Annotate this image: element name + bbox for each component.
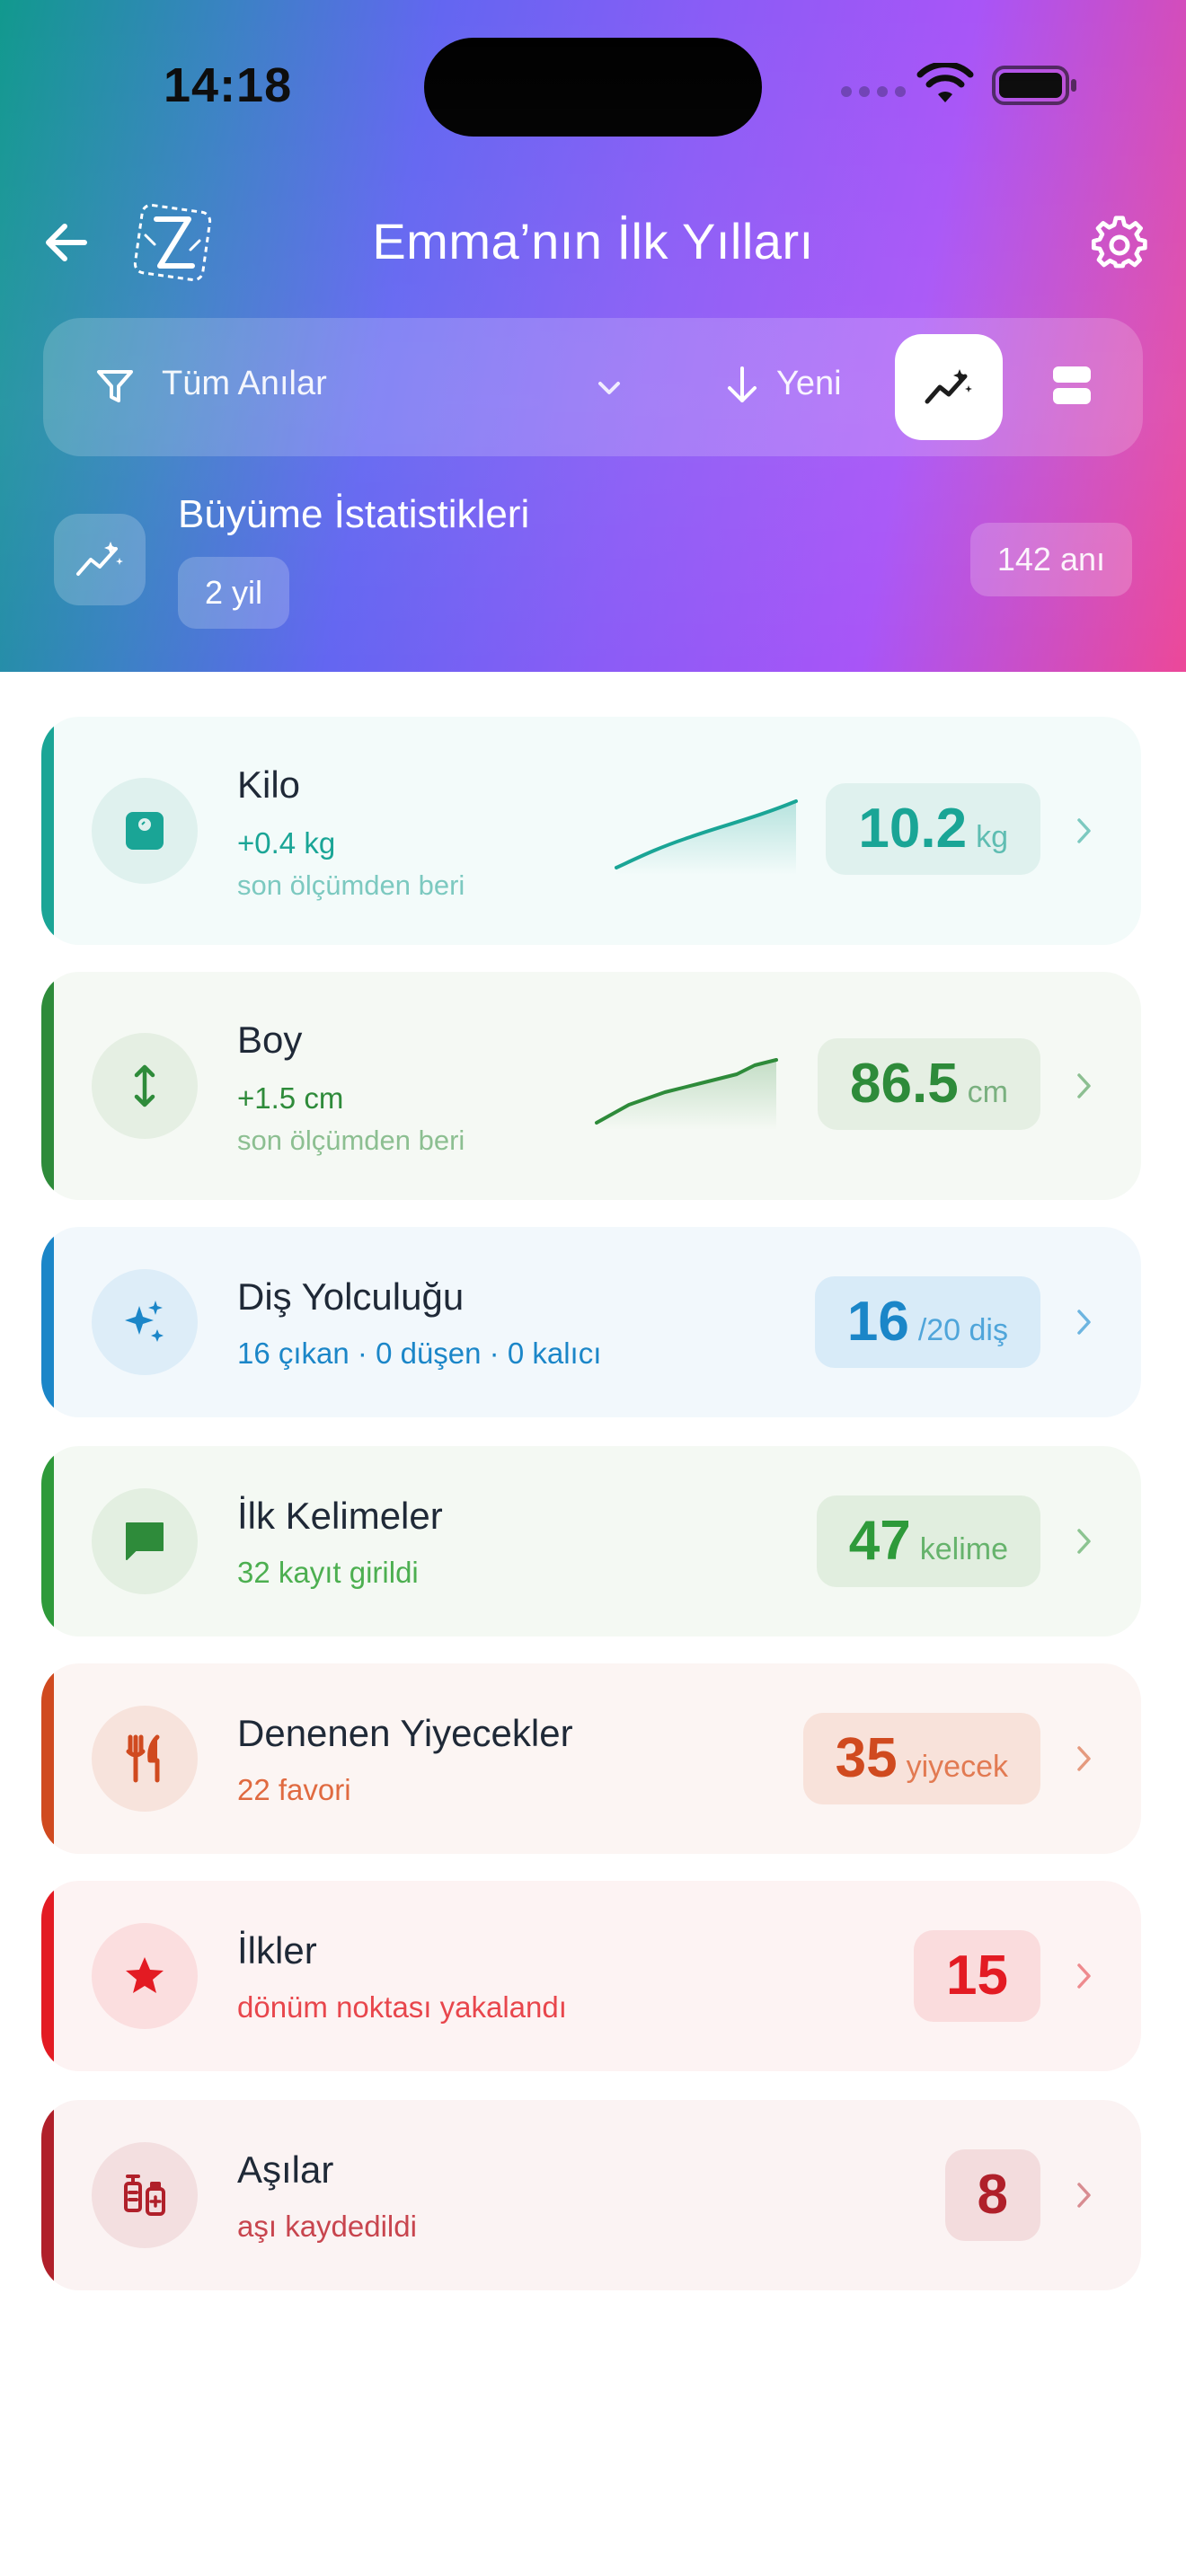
height-value-box: 86.5 cm (818, 1038, 1040, 1130)
words-icon-circle (92, 1488, 198, 1594)
card-accent (41, 1227, 54, 1417)
card-delta: +0.4 kg (237, 826, 336, 860)
card-unit: yiyecek (906, 1750, 1008, 1784)
filter-icon[interactable] (95, 366, 135, 406)
sparkle-icon (125, 1301, 164, 1342)
filter-dropdown-label[interactable]: Tüm Anılar (162, 365, 327, 402)
card-title: Boy (237, 1019, 303, 1061)
card-accent (41, 1881, 54, 2071)
trend-sparkle-icon (76, 542, 123, 576)
card-unit: /20 diş (917, 1313, 1008, 1347)
height-arrow-icon (134, 1064, 155, 1107)
vaccine-icon (124, 2175, 165, 2216)
card-accent (41, 1663, 54, 1854)
card-detail: 16 çıkan · 0 düşen · 0 kalıcı (237, 1337, 602, 1370)
height-sparkline (595, 1058, 778, 1130)
status-time: 14:18 (164, 58, 293, 112)
period-badge: 2 yil (178, 557, 290, 629)
card-value: 10.2 (858, 798, 968, 860)
card-unit: cm (967, 1075, 1008, 1109)
card-title: Denenen Yiyecekler (237, 1712, 573, 1754)
card-accent (41, 1446, 54, 1636)
card-note: son ölçümden beri (237, 1125, 465, 1156)
card-note: son ölçümden beri (237, 869, 465, 901)
firsts-value-box: 15 (914, 1930, 1040, 2022)
stats-icon-tile (54, 514, 146, 605)
card-value: 35 (835, 1727, 898, 1789)
chevron-right-icon (1077, 1073, 1091, 1098)
teeth-card[interactable]: Diş Yolculuğu 16 çıkan · 0 düşen · 0 kal… (41, 1227, 1141, 1417)
app-logo-icon (133, 203, 212, 282)
scale-icon (126, 812, 164, 850)
card-unit: kg (976, 820, 1008, 854)
utensils-icon (126, 1734, 160, 1783)
card-accent (41, 717, 54, 945)
back-arrow-icon[interactable] (40, 214, 97, 271)
chevron-right-icon (1077, 2183, 1091, 2208)
firsts-card[interactable]: İlkler dönüm noktası yakalandı 15 (41, 1881, 1141, 2071)
trend-chart-icon (925, 369, 972, 404)
weight-card[interactable]: Kilo +0.4 kg son ölçümden beri 10.2 kg (41, 717, 1141, 945)
weight-value-box: 10.2 kg (826, 783, 1040, 875)
vaccines-card[interactable]: Aşılar aşı kaydedildi 8 (41, 2100, 1141, 2290)
card-title: Diş Yolculuğu (237, 1275, 465, 1318)
card-value: 8 (977, 2164, 1008, 2226)
teeth-icon-circle (92, 1269, 198, 1375)
card-accent (41, 2100, 54, 2290)
chevron-right-icon (1077, 1746, 1091, 1771)
card-title: İlk Kelimeler (237, 1495, 443, 1537)
card-value: 15 (946, 1945, 1008, 2007)
memory-count-badge: 142 anı (969, 523, 1132, 596)
header: 14:18 Emma’nın İlk Yılları Tüm Anılar (0, 0, 1186, 672)
chevron-right-icon (1077, 1963, 1091, 1989)
card-delta: +1.5 cm (237, 1081, 344, 1115)
sort-arrow-down-icon[interactable] (722, 363, 762, 408)
chevron-right-icon (1077, 1310, 1091, 1335)
star-icon (126, 1957, 164, 1993)
card-title: Kilo (237, 763, 301, 806)
foods-icon-circle (92, 1706, 198, 1812)
teeth-value-box: 16 /20 diş (814, 1276, 1040, 1368)
cellular-signal-icon (841, 86, 906, 97)
chat-bubble-icon (126, 1522, 164, 1560)
words-value-box: 47 kelime (816, 1495, 1040, 1587)
card-detail: 32 kayıt girildi (237, 1556, 419, 1589)
card-value: 16 (846, 1291, 909, 1353)
vaccines-value-box: 8 (944, 2149, 1040, 2241)
card-unit: kelime (919, 1532, 1008, 1566)
stats-title: Büyüme İstatistikleri (178, 492, 530, 536)
gear-icon[interactable] (1091, 214, 1148, 271)
list-view-icon[interactable] (1049, 363, 1094, 408)
vaccines-icon-circle (92, 2142, 198, 2248)
sort-label[interactable]: Yeni (776, 365, 842, 402)
card-detail: 22 favori (237, 1773, 351, 1806)
card-value: 86.5 (850, 1053, 959, 1115)
chart-view-button[interactable] (895, 334, 1003, 440)
foods-value-box: 35 yiyecek (802, 1713, 1040, 1804)
card-accent (41, 972, 54, 1200)
firsts-icon-circle (92, 1923, 198, 2029)
battery-icon (992, 66, 1076, 105)
height-card[interactable]: Boy +1.5 cm son ölçümden beri 86.5 cm (41, 972, 1141, 1200)
dynamic-island (424, 38, 762, 137)
chevron-down-icon[interactable] (593, 372, 625, 404)
card-title: Aşılar (237, 2148, 334, 2191)
foods-card[interactable]: Denenen Yiyecekler 22 favori 35 yiyecek (41, 1663, 1141, 1854)
chevron-right-icon (1077, 1529, 1091, 1554)
chevron-right-icon (1077, 818, 1091, 843)
card-detail: aşı kaydedildi (237, 2210, 417, 2243)
wifi-icon (916, 63, 974, 102)
words-card[interactable]: İlk Kelimeler 32 kayıt girildi 47 kelime (41, 1446, 1141, 1636)
card-detail: dönüm noktası yakalandı (237, 1990, 567, 2024)
weight-sparkline (615, 799, 798, 875)
weight-icon-circle (92, 778, 198, 884)
card-value: 47 (848, 1510, 911, 1572)
filter-bar: Tüm Anılar Yeni (43, 318, 1143, 456)
page-title: Emma’nın İlk Yılları (372, 213, 814, 269)
card-title: İlkler (237, 1929, 317, 1972)
height-icon-circle (92, 1033, 198, 1139)
